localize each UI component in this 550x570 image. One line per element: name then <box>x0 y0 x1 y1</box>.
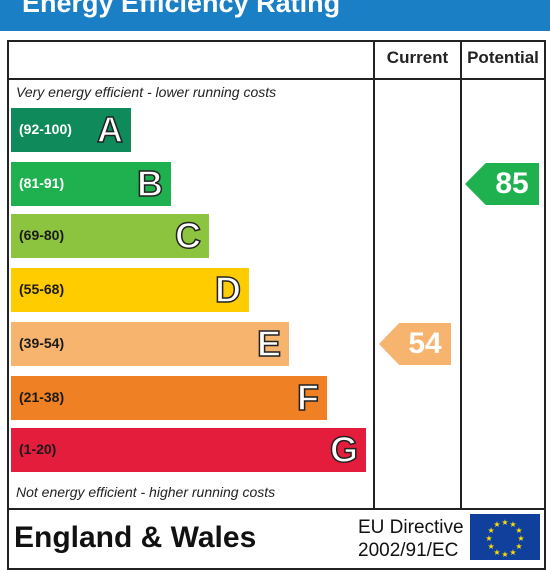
band-a: (92-100) A <box>11 108 131 152</box>
column-divider <box>373 42 375 508</box>
eu-star: ★ <box>485 534 492 543</box>
band-range: (1-20) <box>19 441 57 457</box>
current-rating-value: 54 <box>408 327 442 360</box>
band-d: (55-68) D <box>11 268 249 312</box>
band-letter: C <box>174 214 202 257</box>
eu-star: ★ <box>488 542 495 551</box>
eu-star: ★ <box>493 520 500 529</box>
eu-star: ★ <box>515 526 522 535</box>
band-letter: A <box>96 108 124 151</box>
band-letter: G <box>329 428 359 471</box>
eu-stars: ★ ★★★★★★★★★★★ <box>485 518 524 559</box>
eu-directive: EU Directive 2002/91/EC <box>358 516 464 562</box>
region-label: England & Wales <box>14 521 257 554</box>
band-range: (39-54) <box>19 335 65 351</box>
header-divider <box>9 78 544 80</box>
eu-flag-icon: ★ ★ ★ ★ ★ ★ ★ ★ ★ ★ ★ ★ <box>470 514 540 560</box>
band-range: (21-38) <box>19 389 65 405</box>
rating-table: Current Potential Very energy efficient … <box>7 40 546 510</box>
band-range: (81-91) <box>19 175 65 191</box>
chart-title: Energy Efficiency Rating <box>22 0 341 18</box>
band-letter: E <box>256 322 282 365</box>
directive-line2: 2002/91/EC <box>358 540 459 561</box>
current-rating-arrow: 54 <box>379 323 451 365</box>
eu-star: ★ <box>517 534 524 543</box>
directive-line1: EU Directive <box>358 517 464 538</box>
eu-star: ★ <box>488 526 495 535</box>
band-range: (69-80) <box>19 227 65 243</box>
band-letter: D <box>214 268 242 311</box>
band-range: (55-68) <box>19 281 65 297</box>
band-letter: F <box>296 376 320 419</box>
efficient-note: Very energy efficient - lower running co… <box>16 84 277 100</box>
title-bar: Energy Efficiency Rating <box>0 0 550 31</box>
current-column-header: Current <box>386 48 449 67</box>
potential-rating-arrow: 85 <box>465 163 539 205</box>
band-e: (39-54) E <box>11 322 289 366</box>
potential-column-header: Potential <box>467 48 539 67</box>
potential-rating-value: 85 <box>495 167 529 200</box>
column-divider <box>460 42 462 508</box>
eu-star: ★ <box>501 550 508 559</box>
band-letter: B <box>136 162 164 205</box>
eu-star: ★ <box>515 542 522 551</box>
band-c: (69-80) C <box>11 214 209 258</box>
eu-star: ★ <box>509 548 516 557</box>
eu-star: ★ <box>509 520 516 529</box>
band-b: (81-91) B <box>11 162 171 206</box>
band-g: (1-20) G <box>11 428 366 472</box>
inefficient-note: Not energy efficient - higher running co… <box>16 484 276 500</box>
eu-star: ★ <box>501 518 508 527</box>
band-range: (92-100) <box>19 121 72 137</box>
band-f: (21-38) F <box>11 376 327 420</box>
